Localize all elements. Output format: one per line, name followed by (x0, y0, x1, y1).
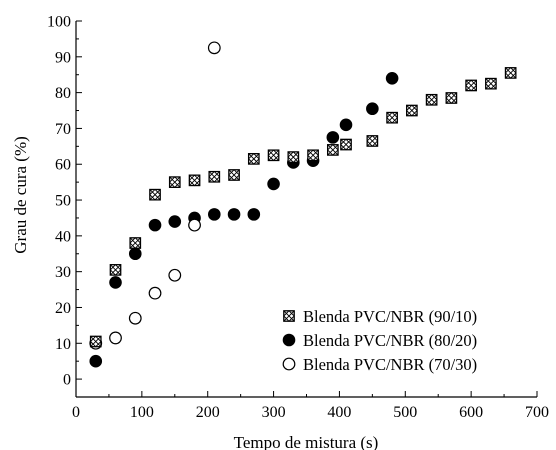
data-point (168, 215, 182, 228)
data-point (129, 237, 142, 249)
data-point (385, 71, 399, 85)
y-tick-label: 20 (55, 300, 71, 317)
y-tick-label: 0 (63, 372, 71, 389)
legend: Blenda PVC/NBR (90/10) Blenda PVC/NBR (80… (282, 307, 477, 374)
data-point (109, 276, 122, 289)
data-point (207, 41, 221, 55)
data-point (247, 153, 260, 165)
data-point (148, 286, 162, 300)
legend-marker (283, 310, 295, 322)
data-point (485, 77, 497, 90)
x-tick-label: 0 (72, 404, 80, 421)
data-point (109, 264, 122, 276)
x-tick-label: 700 (525, 404, 549, 421)
data-point (406, 104, 418, 117)
data-point (149, 188, 161, 201)
data-point (445, 92, 458, 104)
legend-label: Blenda PVC/NBR (90/10) (303, 307, 477, 326)
data-point (128, 311, 142, 325)
data-point (340, 138, 352, 151)
data-point (307, 149, 319, 162)
x-tick-label: 500 (393, 404, 417, 421)
legend-marker (282, 333, 296, 347)
data-point (188, 174, 201, 187)
x-axis-title: Tempo de mistura (s) (234, 433, 379, 450)
y-tick-label: 10 (55, 336, 71, 353)
y-tick-label: 30 (55, 264, 71, 281)
data-point (465, 79, 477, 92)
data-point (227, 208, 241, 221)
data-point (386, 111, 398, 124)
x-tick-label: 100 (130, 404, 154, 421)
data-point (247, 208, 261, 221)
y-tick-label: 40 (55, 228, 71, 245)
data-point (326, 131, 340, 144)
data-point (109, 331, 122, 345)
legend-label: Blenda PVC/NBR (70/30) (303, 355, 477, 374)
data-point (188, 218, 201, 232)
x-tick-label: 200 (196, 404, 220, 421)
y-tick-label: 100 (47, 14, 71, 31)
data-point (366, 102, 379, 116)
data-point (267, 149, 280, 162)
data-point (208, 208, 221, 221)
x-tick-label: 300 (262, 404, 286, 421)
y-tick-label: 90 (55, 49, 71, 66)
data-point (339, 118, 353, 132)
series-0 (89, 67, 517, 348)
data-point (89, 354, 103, 368)
data-point (208, 170, 221, 183)
data-point (128, 247, 142, 261)
data-point (504, 67, 517, 79)
data-point (425, 93, 438, 106)
axes: 0 100 200 300 400 500 600 700 0 10 20 30 40 50 60 70 80 9… (47, 14, 549, 422)
y-tick-label: 70 (55, 121, 71, 138)
data-point (366, 135, 379, 147)
y-tick-label: 50 (55, 193, 71, 210)
y-tick-label: 60 (55, 157, 71, 174)
data-point (168, 268, 182, 282)
legend-label: Blenda PVC/NBR (80/20) (303, 331, 477, 350)
y-tick-label: 80 (55, 85, 71, 102)
data-point (287, 151, 300, 163)
x-tick-label: 400 (327, 404, 351, 421)
x-tick-label: 600 (459, 404, 483, 421)
data-point (228, 169, 240, 181)
data-point (89, 335, 102, 348)
data-point (326, 144, 339, 156)
legend-marker (282, 357, 296, 371)
data-marks (89, 41, 517, 368)
y-axis-title: Grau de cura (%) (11, 136, 30, 254)
data-point (148, 218, 162, 232)
data-point (168, 176, 181, 188)
data-point (267, 177, 280, 191)
